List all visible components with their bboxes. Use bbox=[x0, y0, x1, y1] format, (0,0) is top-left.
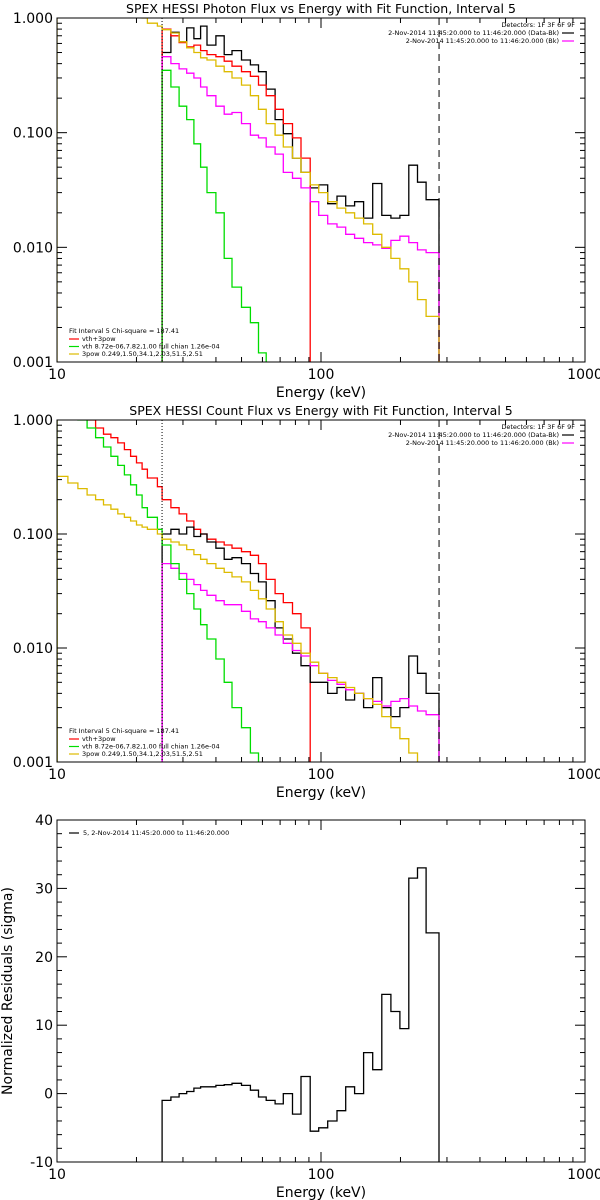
legend-top-left: 5, 2-Nov-2014 11:45:20.000 to 11:46:20.0… bbox=[69, 829, 229, 837]
y-tick-label: 0.100 bbox=[13, 527, 53, 543]
legend-top-right: Detectors: 1F 3F 6F 9F2-Nov-2014 11:45:2… bbox=[388, 423, 575, 447]
y-tick-label: 1.000 bbox=[13, 11, 53, 27]
x-tick-label: 1000 bbox=[567, 1167, 600, 1183]
x-axis-label: Energy (keV) bbox=[276, 1185, 366, 1200]
chart-count: 10 100 1000 Energy (keV) 0.001 0.010 0.100 1.00… bbox=[13, 403, 600, 801]
legend-entry-label: 2-Nov-2014 11:45:20.000 to 11:46:20.000 … bbox=[406, 439, 559, 447]
legend-entry-label: 2-Nov-2014 11:45:20.000 to 11:46:20.000 … bbox=[388, 29, 559, 37]
x-tick-label: 10 bbox=[48, 1167, 66, 1183]
series-group bbox=[57, 18, 440, 362]
x-tick-label: 1000 bbox=[567, 767, 600, 783]
legend-entry-label: 3pow 0.249,1.50,34.1,2.03,51.5,2.51 bbox=[82, 750, 203, 758]
legend-entry-label: 2-Nov-2014 11:45:20.000 to 11:46:20.000 … bbox=[388, 431, 559, 439]
legend-bottom-left: Fit Interval 5 Chi-square = 187.41vth+3p… bbox=[69, 327, 220, 358]
legend-entry-label: vth+3pow bbox=[82, 335, 116, 343]
x-tick-label: 10 bbox=[48, 367, 66, 383]
x-tick-label: 10 bbox=[48, 767, 66, 783]
series-group bbox=[161, 867, 440, 1162]
series-line-0 bbox=[57, 420, 311, 762]
series-line-0 bbox=[161, 25, 440, 362]
chart-title: SPEX HESSI Count Flux vs Energy with Fit… bbox=[129, 403, 512, 418]
y-tick-label: 0.100 bbox=[13, 126, 53, 142]
legend-entry-label: vth+3pow bbox=[82, 735, 116, 743]
y-tick-label: 0.001 bbox=[13, 355, 53, 371]
y-tick-label: 0.010 bbox=[13, 240, 53, 256]
y-tick-label: 0.010 bbox=[13, 641, 53, 657]
y-axis-label: Normalized Residuals (sigma) bbox=[0, 887, 16, 1095]
x-axis-label: Energy (keV) bbox=[276, 785, 366, 801]
series-line-4 bbox=[57, 475, 440, 762]
series-line-3 bbox=[161, 69, 276, 362]
y-tick-label: 20 bbox=[35, 950, 53, 966]
y-tick-label: 0 bbox=[44, 1087, 53, 1103]
series-line-4 bbox=[57, 18, 440, 362]
x-tick-label: 1000 bbox=[567, 367, 600, 383]
x-tick-label: 100 bbox=[308, 1167, 335, 1183]
legend-entry-label: 3pow 0.249,1.50,34.1,2.03,51.5,2.51 bbox=[82, 350, 203, 358]
y-tick-label: 30 bbox=[35, 881, 53, 897]
series-line-0 bbox=[161, 867, 440, 1162]
legend-header: Fit Interval 5 Chi-square = 187.41 bbox=[69, 327, 179, 335]
legend-entry-label: vth 8.72e-06,7.82,1.00 full chian 1.26e-… bbox=[82, 343, 220, 351]
chart-title: SPEX HESSI Photon Flux vs Energy with Fi… bbox=[126, 1, 516, 16]
series-line-2 bbox=[161, 562, 440, 762]
x-tick-label: 100 bbox=[308, 367, 335, 383]
legend-header: Fit Interval 5 Chi-square = 187.41 bbox=[69, 727, 179, 735]
y-tick-label: -10 bbox=[30, 1155, 53, 1171]
legend-header: Detectors: 1F 3F 6F 9F bbox=[501, 423, 575, 431]
legend-entry-label: 2-Nov-2014 11:45:20.000 to 11:46:20.000 … bbox=[406, 37, 559, 45]
legend-top-right: Detectors: 1F 3F 6F 9F2-Nov-2014 11:45:2… bbox=[388, 21, 575, 45]
x-tick-label: 100 bbox=[308, 767, 335, 783]
legend-header: Detectors: 1F 3F 6F 9F bbox=[501, 21, 575, 29]
y-tick-label: 1.000 bbox=[13, 413, 53, 429]
chart-resid: 10 100 1000 Energy (keV) -10 0 10 20 30 40 Normali… bbox=[0, 813, 600, 1200]
y-tick-label: 0.001 bbox=[13, 755, 53, 771]
series-group bbox=[57, 420, 440, 762]
y-tick-label: 10 bbox=[35, 1018, 53, 1034]
legend-entry-label: vth 8.72e-06,7.82,1.00 full chian 1.26e-… bbox=[82, 743, 220, 751]
chart-photon: 10 100 1000 Energy (keV) 0.001 0.010 0.100 1.00… bbox=[13, 1, 600, 401]
y-tick-label: 40 bbox=[35, 813, 53, 829]
x-axis-label: Energy (keV) bbox=[276, 385, 366, 401]
legend-entry-label: 5, 2-Nov-2014 11:45:20.000 to 11:46:20.0… bbox=[83, 829, 229, 837]
legend-bottom-left: Fit Interval 5 Chi-square = 187.41vth+3p… bbox=[69, 727, 220, 758]
